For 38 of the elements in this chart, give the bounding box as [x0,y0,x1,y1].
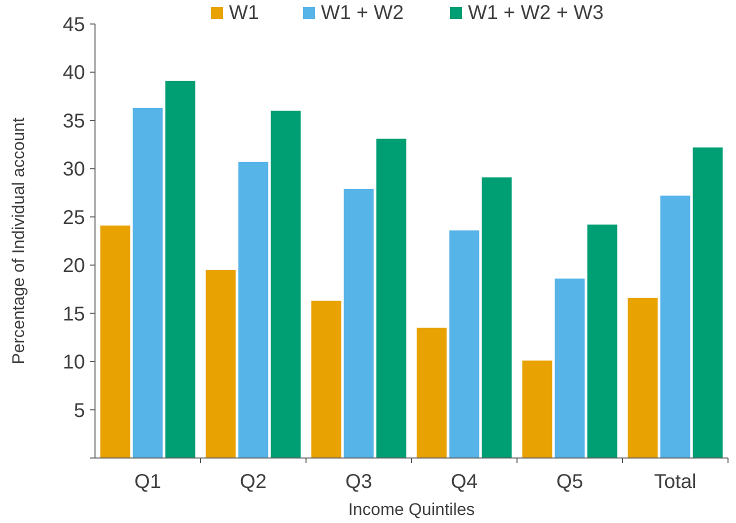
legend-label: W1 + W2 + W3 [468,2,604,24]
x-tick-label: Q1 [134,471,162,493]
bar [311,300,342,458]
bar [522,360,552,458]
bar [238,162,268,458]
x-tick-label: Q2 [240,471,267,493]
legend-label: W1 [229,2,259,24]
y-tick-label: 30 [62,158,85,181]
bar [554,278,585,458]
y-tick-label: 5 [74,400,85,422]
y-tick-label: 40 [62,62,85,84]
bar [660,196,690,458]
x-tick-label: Q4 [450,471,478,493]
y-tick-label: 10 [62,352,85,374]
bar [100,226,130,458]
bar [270,110,301,458]
bar [132,108,163,458]
bar [482,177,512,458]
x-tick-label: Q3 [345,471,372,493]
bar [692,147,723,458]
x-tick-label: Total [654,471,696,493]
bar [449,230,480,458]
bar [344,188,374,458]
bar [628,298,658,458]
bar [206,270,236,458]
bar [416,328,447,458]
bar [587,224,618,458]
legend-label: W1 + W2 [321,2,404,24]
x-tick-label: Q5 [556,471,584,493]
y-axis-title: Percentage of Individual account [9,117,28,364]
y-tick-label: 35 [62,110,85,132]
y-tick-label: 25 [62,206,85,229]
bar [376,138,406,458]
bar [165,80,196,458]
y-tick-label: 45 [62,14,85,36]
y-tick-label: 20 [62,255,85,278]
x-axis-title: Income Quintiles [348,500,475,519]
y-tick-label: 15 [62,303,85,326]
